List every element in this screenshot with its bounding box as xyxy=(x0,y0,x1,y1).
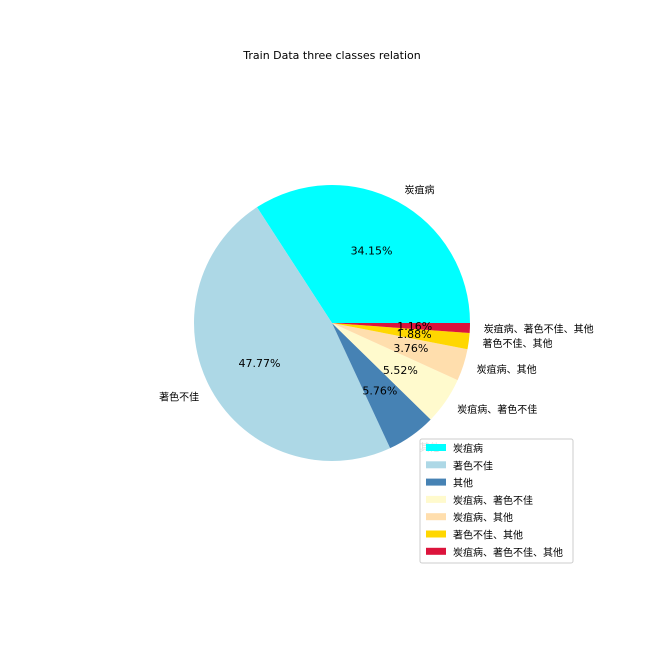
slice-percent-label: 34.15% xyxy=(351,244,393,257)
slice-percent-label: 1.88% xyxy=(397,328,432,341)
slice-percent-label: 3.76% xyxy=(393,342,428,355)
legend-label: 炭疽病、其他 xyxy=(453,511,513,524)
chart-title: Train Data three classes relation xyxy=(242,49,420,62)
legend-swatch xyxy=(426,444,446,451)
pie-slice xyxy=(193,207,391,462)
legend: 炭疽病著色不佳其他炭疽病、著色不佳炭疽病、其他著色不佳、其他炭疽病、著色不佳、其… xyxy=(419,438,574,564)
legend-label: 著色不佳 xyxy=(453,459,493,472)
pie-slice xyxy=(332,323,470,334)
legend-label: 炭疽病、著色不佳、其他 xyxy=(453,546,563,559)
pie-percent-labels: 34.15% 47.77% 5.76% 5.52% 3.76%1.88%1.16% xyxy=(239,244,433,397)
slice-category-label: 炭疽病、著色不佳、其他 xyxy=(484,323,594,336)
pie-slice xyxy=(332,323,468,381)
slice-category-label: 著色不佳 xyxy=(159,390,199,403)
slice-percent-label: 47.77% xyxy=(239,357,281,370)
slice-category-label: 著色不佳、其他 xyxy=(482,337,552,350)
legend-swatch xyxy=(426,513,446,521)
pie-slice xyxy=(332,323,431,449)
slice-category-label: 炭疽病 xyxy=(405,184,435,197)
legend-swatch xyxy=(426,547,446,555)
legend-frame xyxy=(419,438,574,564)
legend-label: 炭疽病 xyxy=(453,442,483,455)
slice-percent-label: 1.16% xyxy=(397,320,432,333)
pie-slice xyxy=(332,323,470,350)
legend-label: 著色不佳、其他 xyxy=(453,529,523,542)
legend-swatch xyxy=(426,495,446,503)
pie-slices xyxy=(193,185,470,462)
slice-category-label: 炭疽病、著色不佳 xyxy=(457,403,537,416)
legend-swatch xyxy=(426,530,446,538)
legend-label: 其他 xyxy=(453,477,473,490)
legend-swatch xyxy=(426,478,446,486)
pie-slice xyxy=(256,185,470,323)
slice-category-label: 炭疽病、其他 xyxy=(477,363,537,376)
slice-percent-label: 5.52% xyxy=(383,364,418,377)
legend-label: 炭疽病、著色不佳 xyxy=(453,494,533,507)
legend-swatch xyxy=(426,461,446,469)
slice-percent-label: 5.76% xyxy=(362,385,397,398)
pie-slice xyxy=(332,323,458,420)
